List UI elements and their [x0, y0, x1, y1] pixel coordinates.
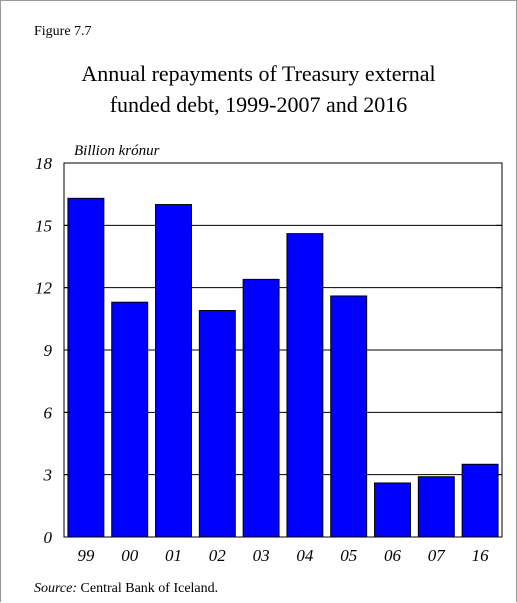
bar-02 — [198, 310, 236, 538]
source-text: Central Bank of Iceland. — [77, 581, 219, 596]
chart-title-line-1: Annual repayments of Treasury external — [81, 61, 436, 86]
bar-99 — [67, 197, 105, 538]
source-key: Source: — [34, 581, 78, 596]
bar-00 — [111, 301, 149, 538]
x-tick-label-01: 01 — [165, 546, 182, 565]
bar-16 — [461, 463, 499, 538]
x-tick-label-16: 16 — [472, 546, 490, 565]
bar-01 — [155, 204, 192, 538]
y-axis-label: Billion krónur — [74, 143, 160, 159]
y-tick-label-5: 15 — [35, 216, 52, 235]
x-tick-label-99: 99 — [77, 546, 95, 565]
y-tick-label-3: 9 — [44, 341, 53, 360]
x-tick-label-03: 03 — [253, 546, 270, 565]
bar-06 — [374, 482, 411, 538]
bar-04 — [286, 233, 324, 538]
chart-title: Annual repayments of Treasury external f… — [0, 58, 517, 120]
bar-07 — [417, 476, 455, 538]
chart-title-line-2: funded debt, 1999-2007 and 2016 — [109, 92, 408, 117]
bar-03 — [242, 278, 280, 538]
x-tick-label-00: 00 — [121, 546, 139, 565]
figure-label: Figure 7.7 — [34, 24, 92, 39]
y-tick-label-1: 3 — [43, 466, 53, 485]
y-tick-label-2: 6 — [44, 403, 53, 422]
x-tick-label-06: 06 — [384, 546, 402, 565]
x-tick-label-04: 04 — [296, 546, 314, 565]
y-tick-label-0: 0 — [44, 528, 53, 547]
x-tick-label-02: 02 — [209, 546, 227, 565]
y-tick-label-4: 12 — [35, 279, 53, 298]
x-tick-label-05: 05 — [340, 546, 357, 565]
source-note: Source: Central Bank of Iceland. — [34, 581, 218, 597]
bar-05 — [330, 295, 368, 538]
x-tick-label-07: 07 — [428, 546, 447, 565]
y-tick-label-6: 18 — [35, 154, 53, 173]
